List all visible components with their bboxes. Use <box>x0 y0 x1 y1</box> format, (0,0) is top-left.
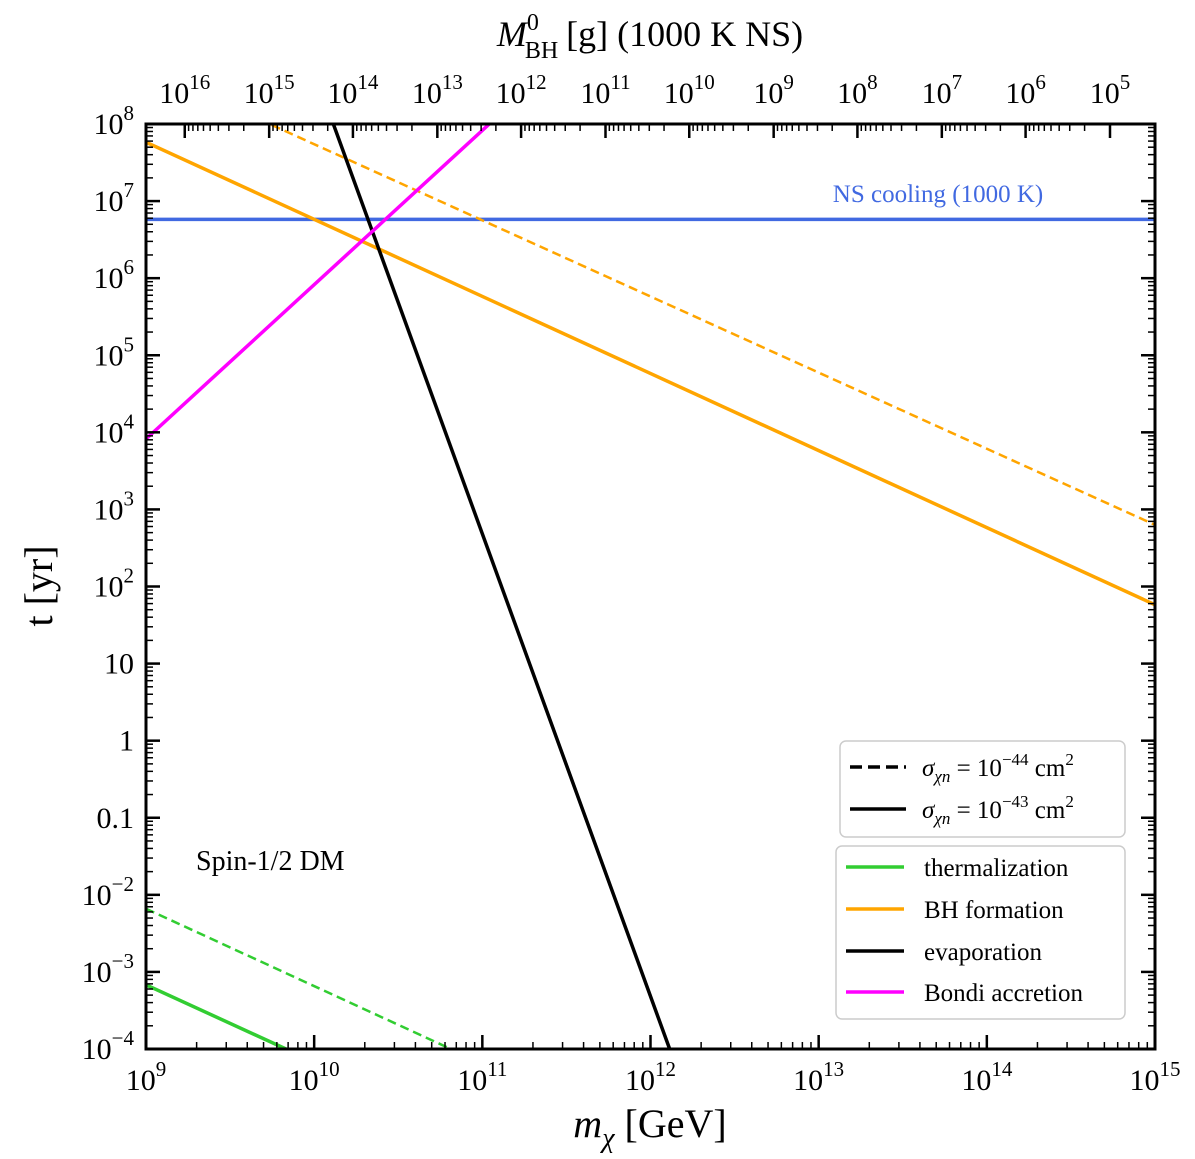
series-layer <box>146 124 1155 1049</box>
x-tick-label: 1014 <box>961 1057 1013 1097</box>
top-tick-label: 1015 <box>244 70 295 110</box>
x-tick-label: 1013 <box>793 1057 844 1097</box>
x-tick-labels: 109 1010 1011 1012 1013 1014 1015 <box>126 1057 1181 1097</box>
x-tick-label: 1010 <box>289 1057 340 1097</box>
legend-style-box <box>839 740 1126 838</box>
top-tick-label: 1012 <box>496 70 547 110</box>
top-tick-labels: 1016 1015 1014 1013 1012 1011 1010 109 108 107 106… <box>159 70 1130 110</box>
top-tick-label: 105 <box>1090 70 1131 110</box>
x-tick-label: 1011 <box>457 1057 507 1097</box>
top-tick-label: 108 <box>837 70 878 110</box>
legend-style-dashed-label: σχn = 10−44 cm2 <box>922 750 1074 786</box>
y-tick-label: 105 <box>94 332 135 372</box>
top-axis-title: M0 BH [g] (1000 K NS) <box>496 10 803 64</box>
x-axis-title: mχ [GeV] <box>573 1101 726 1154</box>
ns-cooling-annotation: NS cooling (1000 K) <box>833 181 1043 208</box>
series-evaporation <box>331 124 672 1049</box>
y-tick-label: 1 <box>119 725 134 758</box>
legend-bh-formation-label: BH formation <box>924 897 1064 924</box>
y-tick-label: 10 <box>104 648 134 681</box>
x-tick-label: 109 <box>126 1057 167 1097</box>
legend-process-box <box>835 845 1126 1020</box>
top-tick-label: 1014 <box>327 70 379 110</box>
top-tick-label: 1016 <box>159 70 210 110</box>
y-axis-title: t [yr] <box>16 545 61 626</box>
y-tick-label: 106 <box>94 255 135 295</box>
legend-style-solid-label: σχn = 10−43 cm2 <box>922 792 1074 828</box>
y-tick-label: 103 <box>94 486 135 526</box>
series-bondi-accretion <box>146 124 491 441</box>
legend-bondi-label: Bondi accretion <box>924 980 1083 1007</box>
top-tick-label: 106 <box>1005 70 1046 110</box>
legend-process: thermalization BH formation evaporation … <box>835 845 1126 1020</box>
y-tick-label: 104 <box>94 409 135 449</box>
legend-style: σχn = 10−44 cm2 σχn = 10−43 cm2 <box>839 740 1126 838</box>
top-tick-label: 107 <box>922 70 963 110</box>
y-tick-label: 102 <box>94 564 135 604</box>
plot-frame <box>144 122 1157 1051</box>
top-tick-label: 1010 <box>664 70 715 110</box>
legend-evaporation-label: evaporation <box>924 939 1043 966</box>
legend-thermalization-label: thermalization <box>924 855 1069 882</box>
y-tick-label: 10−2 <box>82 872 134 912</box>
top-tick-label: 1011 <box>580 70 630 110</box>
y-tick-label: 108 <box>94 101 135 141</box>
spin-annotation: Spin-1/2 DM <box>196 846 345 877</box>
top-tick-label: 109 <box>753 70 794 110</box>
y-tick-label: 0.1 <box>97 802 135 835</box>
series-bh-formation-1e-44 <box>271 124 1155 527</box>
top-tick-label: 1013 <box>412 70 463 110</box>
x-tick-label: 1012 <box>625 1057 676 1097</box>
series-thermalization-1e-43 <box>146 983 287 1049</box>
y-tick-label: 10−4 <box>82 1026 135 1066</box>
y-tick-label: 10−3 <box>82 949 134 989</box>
y-tick-label: 107 <box>94 178 135 218</box>
x-tick-label: 1015 <box>1130 1057 1181 1097</box>
series-bh-formation-1e-43 <box>146 140 1155 607</box>
